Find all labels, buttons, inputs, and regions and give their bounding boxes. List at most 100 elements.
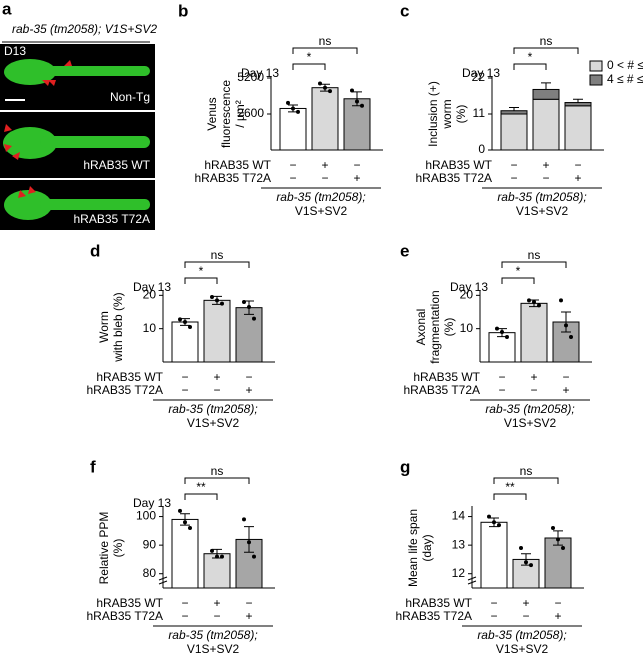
significance-label: * bbox=[199, 264, 204, 278]
y-tick-label: 13 bbox=[452, 537, 466, 551]
group-label: V1S+SV2 bbox=[516, 204, 569, 218]
row-label: hRAB35 WT bbox=[425, 158, 492, 172]
y-tick-label: 11 bbox=[473, 106, 486, 120]
bar-segment bbox=[500, 110, 528, 115]
row-mark: − bbox=[245, 596, 252, 610]
data-point bbox=[188, 526, 192, 530]
row-mark: − bbox=[574, 158, 581, 172]
significance-label: * bbox=[528, 50, 533, 64]
data-point bbox=[551, 526, 555, 530]
data-point bbox=[350, 88, 354, 93]
group-label: rab-35 (tm2058); bbox=[168, 402, 257, 416]
row-label: hRAB35 WT bbox=[405, 596, 472, 610]
significance-bracket bbox=[184, 493, 218, 500]
error-bar bbox=[561, 311, 571, 333]
data-point bbox=[286, 100, 290, 105]
row-mark: − bbox=[181, 609, 188, 623]
data-point bbox=[524, 560, 528, 565]
row-mark: − bbox=[213, 609, 220, 623]
axis-break bbox=[467, 576, 477, 581]
group-label: V1S+SV2 bbox=[295, 204, 348, 218]
data-point bbox=[559, 298, 563, 303]
row-mark: + bbox=[522, 596, 529, 610]
significance-bracket bbox=[184, 261, 250, 268]
data-point bbox=[252, 316, 256, 321]
data-point bbox=[495, 326, 499, 331]
data-point bbox=[296, 109, 300, 114]
row-mark: + bbox=[530, 370, 537, 384]
data-point bbox=[183, 520, 187, 525]
axis-break bbox=[467, 580, 477, 585]
row-mark: − bbox=[498, 383, 505, 397]
y-tick-label: 14 bbox=[452, 509, 466, 523]
data-point bbox=[247, 305, 251, 309]
row-label: hRAB35 T72A bbox=[195, 171, 272, 185]
y-axis-label: Venus bbox=[205, 97, 219, 130]
data-point bbox=[532, 300, 536, 304]
row-mark: − bbox=[510, 158, 517, 172]
bar bbox=[171, 321, 199, 363]
significance-bracket bbox=[292, 47, 358, 54]
y-axis-label: (%) bbox=[442, 318, 456, 337]
data-point bbox=[183, 320, 187, 324]
y-axis-label: Mean life span bbox=[406, 509, 420, 587]
significance-label: ns bbox=[540, 34, 553, 48]
row-mark: + bbox=[213, 596, 220, 610]
y-tick-label: 12 bbox=[452, 566, 466, 580]
chart-title: Day 13 bbox=[241, 66, 279, 80]
significance-bracket bbox=[292, 63, 326, 70]
data-point bbox=[355, 99, 359, 104]
group-label: V1S+SV2 bbox=[504, 416, 557, 430]
significance-label: ** bbox=[196, 480, 206, 494]
image-title: rab-35 (tm2058); V1S+SV2 bbox=[12, 22, 157, 36]
data-point bbox=[291, 106, 295, 111]
data-point bbox=[497, 523, 501, 528]
y-axis-label: / µm² bbox=[233, 100, 247, 128]
significance-label: ns bbox=[528, 248, 541, 262]
y-axis-label: Worm bbox=[97, 311, 111, 343]
group-label: V1S+SV2 bbox=[496, 642, 549, 656]
data-point bbox=[527, 298, 531, 303]
y-axis-label: with bleb (%) bbox=[111, 292, 125, 362]
data-point bbox=[519, 546, 523, 550]
row-mark: − bbox=[289, 158, 296, 172]
row-label: hRAB35 T72A bbox=[404, 383, 481, 397]
y-axis-label: Inclusion (+) bbox=[426, 81, 440, 147]
bar bbox=[171, 518, 199, 589]
row-mark: − bbox=[245, 370, 252, 384]
bar-segment bbox=[532, 88, 560, 100]
row-mark: + bbox=[562, 383, 569, 397]
data-point bbox=[492, 520, 496, 525]
data-point bbox=[561, 546, 565, 550]
row-mark: − bbox=[490, 596, 497, 610]
error-bar bbox=[244, 526, 254, 553]
data-point bbox=[215, 298, 219, 303]
row-mark: + bbox=[542, 158, 549, 172]
data-point bbox=[210, 548, 214, 553]
data-point bbox=[188, 325, 192, 329]
row-mark: + bbox=[353, 171, 360, 185]
axis-break bbox=[158, 576, 168, 581]
significance-bracket bbox=[493, 477, 559, 484]
significance-bracket bbox=[184, 477, 250, 484]
y-tick-label: 90 bbox=[143, 537, 157, 551]
image-panel: a rab-35 (tm2058); V1S+SV2 D13 Non-Tg hR… bbox=[0, 0, 157, 230]
y-axis-label: fluorescence bbox=[219, 80, 233, 148]
significance-bracket bbox=[513, 63, 547, 70]
row-mark: + bbox=[554, 609, 561, 623]
row-mark: − bbox=[530, 383, 537, 397]
y-tick-label: 20 bbox=[460, 288, 474, 302]
row-label: hRAB35 T72A bbox=[87, 609, 164, 623]
significance-bracket bbox=[493, 493, 527, 500]
data-point bbox=[360, 103, 364, 108]
significance-bracket bbox=[501, 277, 535, 284]
y-tick-label: 100 bbox=[136, 509, 156, 523]
bar bbox=[488, 332, 516, 363]
data-point bbox=[529, 563, 533, 568]
row-mark: − bbox=[353, 158, 360, 172]
y-tick-label: 10 bbox=[460, 321, 474, 335]
significance-label: * bbox=[516, 264, 521, 278]
bar bbox=[343, 98, 371, 151]
data-point bbox=[242, 300, 246, 304]
significance-bracket bbox=[501, 261, 567, 268]
